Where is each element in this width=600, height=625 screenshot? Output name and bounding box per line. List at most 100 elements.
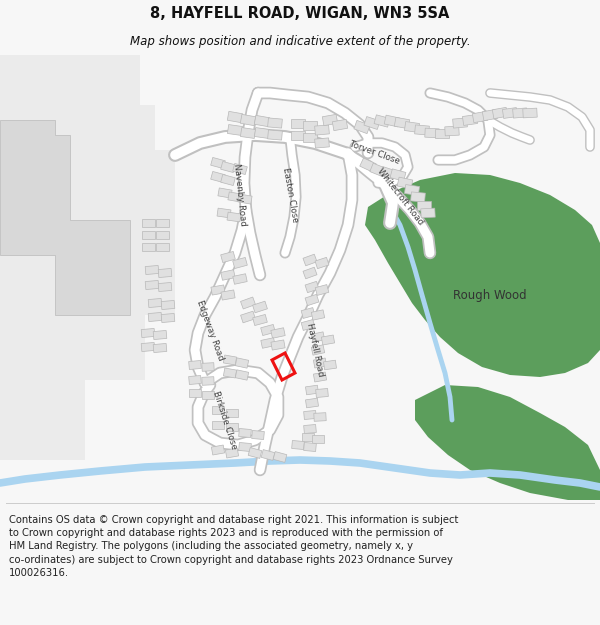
Polygon shape [161,314,175,322]
Polygon shape [155,231,169,239]
Polygon shape [305,385,319,395]
Polygon shape [323,360,337,370]
Polygon shape [189,389,201,397]
Polygon shape [268,118,283,128]
Polygon shape [218,188,232,198]
Polygon shape [271,340,285,350]
Polygon shape [435,129,449,138]
Polygon shape [354,121,370,134]
Polygon shape [313,372,326,382]
Text: Edgeway Road: Edgeway Road [195,299,225,361]
Polygon shape [311,310,325,320]
Polygon shape [161,301,175,309]
Polygon shape [303,132,317,141]
Polygon shape [482,109,497,121]
Polygon shape [322,114,338,126]
Polygon shape [145,266,159,274]
Polygon shape [238,194,252,204]
Polygon shape [221,251,235,262]
Polygon shape [251,431,265,439]
Polygon shape [227,212,241,222]
Polygon shape [188,361,202,369]
Polygon shape [261,338,275,348]
Polygon shape [188,376,202,384]
Polygon shape [253,301,268,313]
Polygon shape [211,285,225,295]
Polygon shape [472,111,488,123]
Polygon shape [404,122,419,132]
Polygon shape [417,201,431,209]
Polygon shape [155,219,169,227]
Polygon shape [273,452,287,462]
Text: Map shows position and indicative extent of the property.: Map shows position and indicative extent… [130,35,470,48]
Polygon shape [332,119,347,131]
Text: Easton Close: Easton Close [281,167,299,223]
Polygon shape [425,128,439,138]
Polygon shape [305,294,319,306]
Polygon shape [233,258,247,269]
Polygon shape [153,344,167,352]
Polygon shape [303,268,317,279]
Polygon shape [360,158,376,172]
Polygon shape [227,124,242,136]
Polygon shape [211,171,226,182]
Polygon shape [260,324,275,336]
Polygon shape [212,406,224,414]
Polygon shape [227,111,242,123]
Polygon shape [221,270,235,280]
Polygon shape [155,243,169,251]
Polygon shape [142,231,155,239]
Polygon shape [142,219,155,227]
Polygon shape [158,269,172,278]
Polygon shape [211,158,226,169]
Polygon shape [235,370,249,380]
Polygon shape [291,119,305,127]
Polygon shape [512,108,527,118]
Polygon shape [254,116,269,127]
Polygon shape [303,121,317,129]
Polygon shape [221,290,235,300]
Polygon shape [463,114,478,126]
Polygon shape [223,355,236,365]
Polygon shape [301,308,315,318]
Polygon shape [202,377,214,385]
Polygon shape [374,115,390,127]
Polygon shape [404,184,419,196]
Polygon shape [221,161,235,172]
Polygon shape [315,258,329,269]
Polygon shape [241,127,256,138]
Polygon shape [380,166,396,179]
Polygon shape [445,126,459,136]
Polygon shape [202,391,214,399]
Polygon shape [153,331,167,339]
Text: Hayfell Road: Hayfell Road [305,322,325,378]
Polygon shape [226,423,238,431]
Polygon shape [239,429,251,438]
Polygon shape [239,442,251,451]
Polygon shape [241,311,256,323]
Polygon shape [0,380,85,460]
Polygon shape [301,319,315,331]
Polygon shape [0,55,175,380]
Polygon shape [221,174,235,186]
Polygon shape [314,125,329,135]
Polygon shape [235,358,249,368]
Polygon shape [226,448,239,458]
Polygon shape [305,281,319,292]
Text: Torver Close: Torver Close [349,140,401,166]
Polygon shape [268,130,283,140]
Polygon shape [148,312,162,321]
Polygon shape [148,299,162,308]
Polygon shape [314,138,329,148]
Polygon shape [211,445,224,455]
Polygon shape [141,329,155,338]
Polygon shape [322,335,335,345]
Polygon shape [253,314,268,326]
Polygon shape [223,368,236,378]
Polygon shape [397,177,413,189]
Polygon shape [415,385,600,500]
Text: Birkside Close: Birkside Close [211,389,239,451]
Polygon shape [370,163,386,177]
Polygon shape [303,254,317,266]
Polygon shape [421,208,435,218]
